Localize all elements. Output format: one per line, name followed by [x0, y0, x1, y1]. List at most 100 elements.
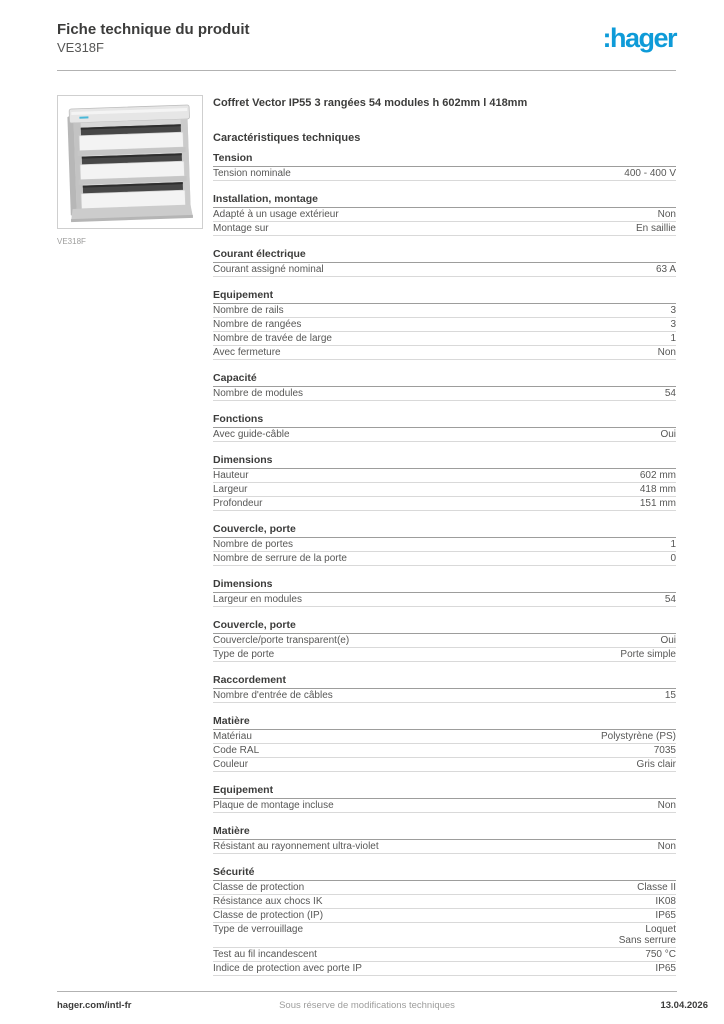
spec-label: Type de verrouillage: [213, 924, 304, 935]
spec-section: Dimensions Hauteur 602 mm Largeur 418 mm Prof…: [213, 454, 676, 511]
spec-section: Equipement Nombre de rails 3 Nombre de rang…: [213, 289, 676, 360]
spec-section: Sécurité Classe de protection Classe II Rés…: [213, 866, 676, 976]
spec-section: Raccordement Nombre d'entrée de câbles 15: [213, 674, 676, 703]
spec-row: Matériau Polystyrène (PS): [213, 730, 676, 744]
spec-row: Tension nominale 400 - 400 V: [213, 167, 676, 181]
spec-value: IP65: [655, 910, 676, 921]
spec-label: Largeur: [213, 484, 248, 495]
hager-logo: :hager: [602, 23, 677, 53]
spec-label: Matériau: [213, 731, 252, 742]
spec-row: Classe de protection Classe II: [213, 881, 676, 895]
spec-row: Indice de protection avec porte IP IP65: [213, 962, 676, 976]
spec-row: Type de verrouillage Loquet Sans serrure: [213, 923, 676, 948]
spec-section: Courant électrique Courant assigné nomina…: [213, 248, 676, 277]
spec-label: Nombre de modules: [213, 388, 304, 399]
spec-value: Porte simple: [620, 649, 676, 660]
spec-section-title: Tension: [213, 152, 676, 167]
spec-row: Nombre de modules 54: [213, 387, 676, 401]
spec-section-title: Raccordement: [213, 674, 676, 689]
spec-row: Résistance aux chocs IK IK08: [213, 895, 676, 909]
spec-section: Equipement Plaque de montage incluse Non: [213, 784, 676, 813]
spec-label: Indice de protection avec porte IP: [213, 963, 362, 974]
spec-value: Gris clair: [636, 759, 676, 770]
spec-label: Résistant au rayonnement ultra-violet: [213, 841, 379, 852]
spec-value: Non: [657, 209, 676, 220]
spec-section-title: Sécurité: [213, 866, 676, 881]
spec-section: Fonctions Avec guide-câble Oui: [213, 413, 676, 442]
spec-row: Type de porte Porte simple: [213, 648, 676, 662]
page-header: Fiche technique du produit VE318F :hager: [57, 0, 677, 71]
spec-label: Type de porte: [213, 649, 275, 660]
spec-section-title: Fonctions: [213, 413, 676, 428]
spec-row: Courant assigné nominal 63 A: [213, 263, 676, 277]
spec-section-title: Matière: [213, 715, 676, 730]
spec-value: Oui: [660, 429, 676, 440]
spec-row: Montage sur En saillie: [213, 222, 676, 236]
spec-section-title: Dimensions: [213, 454, 676, 469]
spec-heading: Caractéristiques techniques: [213, 132, 361, 144]
spec-column: Coffret Vector IP55 3 rangées 54 modules…: [213, 95, 676, 976]
spec-row: Avec guide-câble Oui: [213, 428, 676, 442]
spec-label: Test au fil incandescent: [213, 949, 317, 960]
spec-value: 3: [670, 319, 676, 330]
spec-row: Nombre d'entrée de câbles 15: [213, 689, 676, 703]
spec-label: Tension nominale: [213, 168, 291, 179]
spec-label: Plaque de montage incluse: [213, 800, 334, 811]
spec-value: 602 mm: [639, 470, 676, 481]
spec-row: Adapté à un usage extérieur Non: [213, 208, 676, 222]
page-title: Fiche technique du produit: [57, 21, 250, 38]
spec-row: Test au fil incandescent 750 °C: [213, 948, 676, 962]
spec-row: Hauteur 602 mm: [213, 469, 676, 483]
spec-label: Nombre de serrure de la porte: [213, 553, 347, 564]
spec-section-title: Installation, montage: [213, 193, 676, 208]
spec-label: Nombre de rails: [213, 305, 284, 316]
spec-section-title: Couvercle, porte: [213, 619, 676, 634]
spec-label: Couleur: [213, 759, 249, 770]
footer-divider: [57, 991, 677, 992]
content-area: VE318F Coffret Vector IP55 3 rangées 54 …: [57, 95, 676, 976]
spec-value: 151 mm: [639, 498, 676, 509]
spec-row: Avec fermeture Non: [213, 346, 676, 360]
spec-label: Code RAL: [213, 745, 260, 756]
spec-row: Code RAL 7035: [213, 744, 676, 758]
spec-value: 400 - 400 V: [624, 168, 676, 179]
spec-value: Non: [657, 347, 676, 358]
spec-row: Couleur Gris clair: [213, 758, 676, 772]
spec-row: Plaque de montage incluse Non: [213, 799, 676, 813]
spec-section-title: Couvercle, porte: [213, 523, 676, 538]
spec-value: IK08: [655, 896, 676, 907]
spec-label: Hauteur: [213, 470, 249, 481]
footer-row: hager.com/intl-fr Sous réserve de modifi…: [57, 1000, 708, 1012]
spec-label: Avec guide-câble: [213, 429, 290, 440]
spec-label: Couvercle/porte transparent(e): [213, 635, 350, 646]
spec-section: Tension Tension nominale 400 - 400 V: [213, 152, 676, 181]
spec-label: Adapté à un usage extérieur: [213, 209, 339, 220]
spec-label: Classe de protection (IP): [213, 910, 324, 921]
spec-section-title: Capacité: [213, 372, 676, 387]
spec-section-title: Matière: [213, 825, 676, 840]
spec-row: Classe de protection (IP) IP65: [213, 909, 676, 923]
spec-row: Largeur en modules 54: [213, 593, 676, 607]
footer-date: 13.04.2026: [660, 1000, 708, 1011]
spec-section: Matière Résistant au rayonnement ultra-vi…: [213, 825, 676, 854]
footer-url[interactable]: hager.com/intl-fr: [57, 1000, 132, 1011]
spec-value: 1: [670, 539, 676, 550]
spec-label: Nombre d'entrée de câbles: [213, 690, 333, 701]
spec-label: Avec fermeture: [213, 347, 281, 358]
spec-section: Matière Matériau Polystyrène (PS) Code RAL 7…: [213, 715, 676, 772]
product-reference: VE318F: [57, 40, 104, 55]
spec-row: Nombre de rangées 3: [213, 318, 676, 332]
spec-row: Profondeur 151 mm: [213, 497, 676, 511]
spec-label: Nombre de rangées: [213, 319, 302, 330]
spec-value: 54: [664, 388, 676, 399]
spec-value: Non: [657, 841, 676, 852]
footer-disclaimer: Sous réserve de modifications techniques: [279, 1000, 455, 1011]
spec-value: 418 mm: [639, 484, 676, 495]
spec-value: Polystyrène (PS): [600, 731, 676, 742]
spec-row: Largeur 418 mm: [213, 483, 676, 497]
spec-value: 750 °C: [645, 949, 676, 960]
spec-row: Nombre de serrure de la porte 0: [213, 552, 676, 566]
spec-row: Nombre de rails 3: [213, 304, 676, 318]
spec-label: Classe de protection: [213, 882, 305, 893]
